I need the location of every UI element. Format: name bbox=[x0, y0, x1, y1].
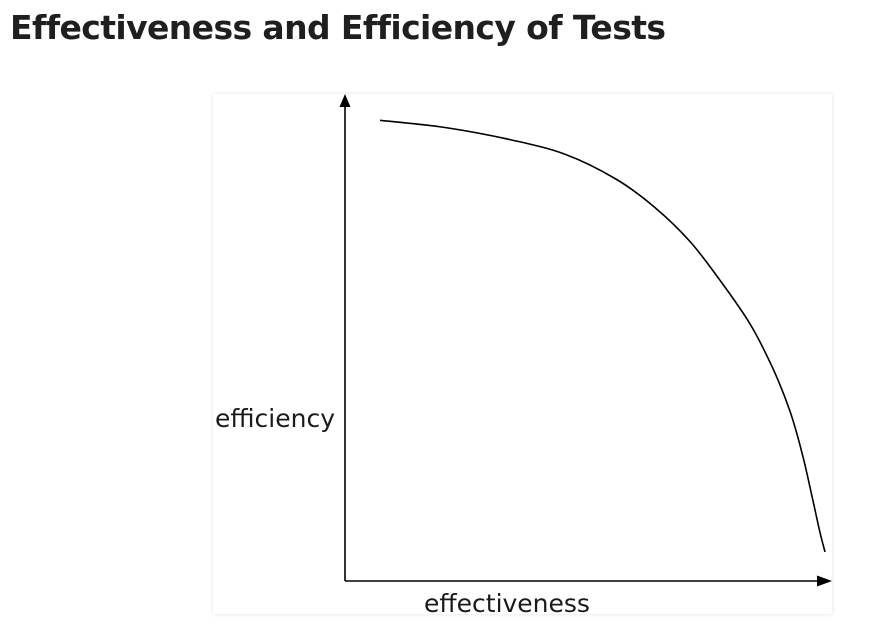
series-line-1 bbox=[379, 119, 826, 553]
y-axis-label: efficiency bbox=[215, 404, 335, 433]
x-axis-arrowhead bbox=[817, 575, 832, 587]
page-title: Effectiveness and Efficiency of Tests bbox=[10, 8, 666, 47]
chart-panel bbox=[213, 94, 832, 614]
x-axis-label: effectiveness bbox=[424, 589, 590, 618]
y-axis-arrowhead bbox=[339, 94, 351, 107]
series-layer bbox=[379, 119, 826, 553]
